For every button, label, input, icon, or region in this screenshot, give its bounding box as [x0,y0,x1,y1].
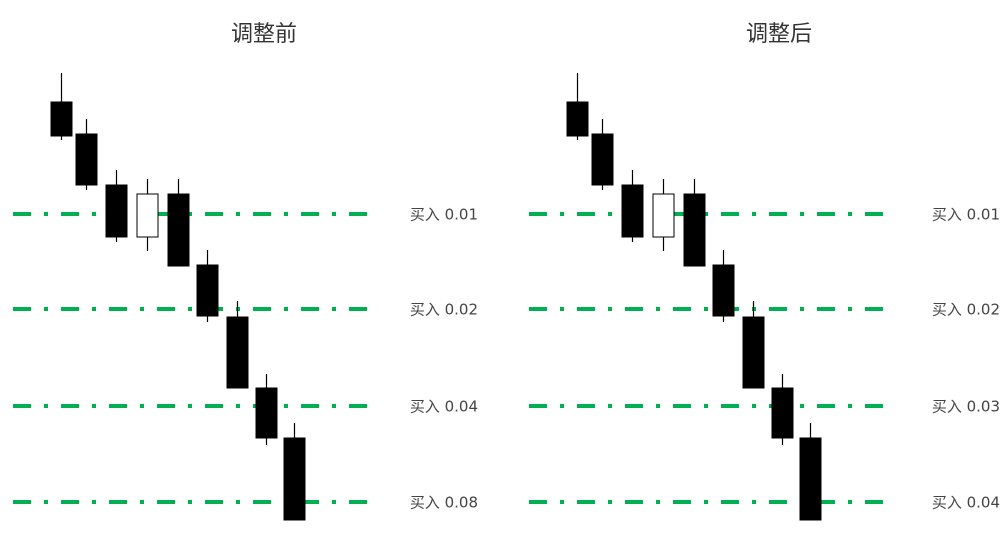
candle-body-bearish [105,184,128,238]
level-label: 买入 0.02 [409,300,478,319]
candle-body-bearish [799,437,822,521]
level-label: 买入 0.02 [931,300,1000,319]
candle-body-bearish [167,193,190,267]
candle-body-bearish [566,101,589,137]
candle-body-bullish [652,193,675,238]
candle-body-bearish [226,316,249,389]
candle-body-bearish [50,101,73,137]
candle-body-bearish [283,437,306,521]
level-label: 买入 0.04 [931,493,1000,512]
level-label: 买入 0.04 [409,397,478,416]
level-label: 买入 0.08 [409,493,478,512]
candle-body-bearish [75,133,98,186]
candle-body-bearish [771,387,794,439]
candle-body-bearish [712,264,735,317]
candle-body-bearish [621,184,644,238]
candle-body-bearish [255,387,278,439]
level-label: 买入 0.01 [931,205,1000,224]
candle-body-bearish [683,193,706,267]
level-label: 买入 0.03 [931,397,1000,416]
candle-body-bearish [591,133,614,186]
level-label: 买入 0.01 [409,205,478,224]
panel-title-before: 调整前 [230,22,298,47]
candle-body-bearish [742,316,765,389]
panel-title-after: 调整后 [745,22,813,47]
candle-body-bearish [196,264,219,317]
candle-body-bullish [136,193,159,238]
